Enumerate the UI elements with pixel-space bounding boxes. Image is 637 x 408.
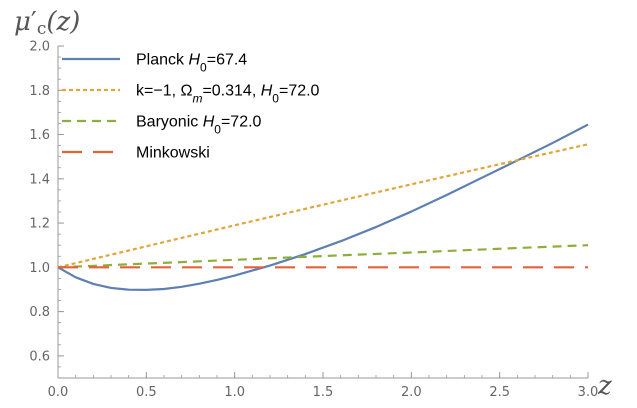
x-tick-label: 1.0 <box>224 385 245 400</box>
y-tick-label: 1.4 <box>29 172 50 187</box>
y-tick-label: 1.8 <box>29 84 50 99</box>
y-tick-label: 1.6 <box>29 128 50 143</box>
series-layer <box>57 123 589 292</box>
y-tick-label: 0.6 <box>29 349 50 364</box>
y-tick-label: 1.2 <box>29 217 50 232</box>
legend-label-0: Planck H0=67.4 <box>136 52 247 75</box>
x-tick-label: 1.5 <box>313 385 334 400</box>
x-axis-title: z <box>597 371 612 401</box>
y-axis-title: μ′c(z) <box>14 7 80 39</box>
series-line-0 <box>57 123 589 292</box>
y-tick-label: 0.8 <box>29 305 50 320</box>
legend-label-2: Baryonic H0=72.0 <box>136 114 262 137</box>
axis-labels: μ′c(z) z <box>14 7 612 401</box>
legend-label-1: k=−1, Ωm=0.314, H0=72.0 <box>136 83 320 106</box>
x-tick-label: 0.0 <box>48 385 69 400</box>
legend: Planck H0=67.4 k=−1, Ωm=0.314, H0=72.0 Bar… <box>62 52 320 162</box>
y-tick-label: 2.0 <box>29 40 50 55</box>
x-tick-label: 0.5 <box>136 385 157 400</box>
x-tick-label: 2.5 <box>489 385 510 400</box>
x-tick-label: 2.0 <box>401 385 422 400</box>
axes: 0.0 0.5 1.0 1.5 2.0 2.5 3.0 0.6 0.8 1.0 1.2 1.4 1.6 1… <box>29 40 598 401</box>
legend-label-3: Minkowski <box>136 145 210 162</box>
series-line-2 <box>57 244 589 269</box>
x-tick-label: 3.0 <box>578 385 599 400</box>
y-tick-label: 1.0 <box>29 261 50 276</box>
